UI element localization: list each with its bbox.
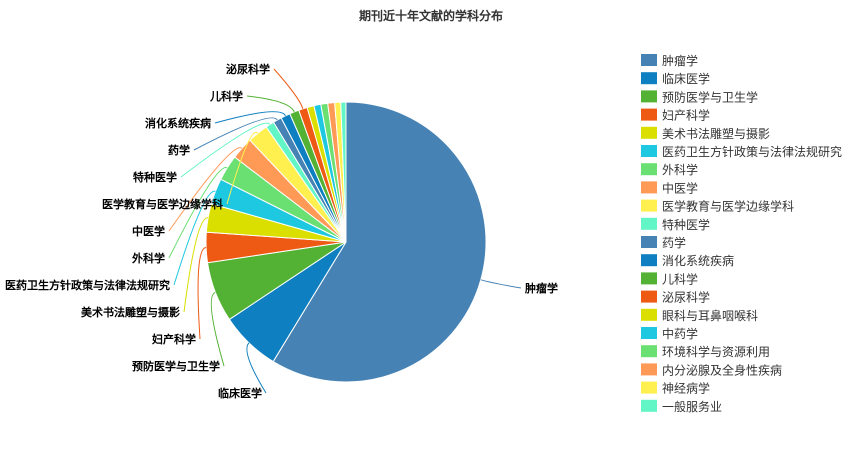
slice-5-leader-line	[183, 217, 209, 313]
slice-13-leader-line	[246, 95, 295, 113]
legend-swatch	[641, 54, 657, 66]
legend-swatch	[641, 308, 657, 321]
chart-title: 期刊近十年文献的学科分布	[359, 8, 503, 23]
slice-2-leader-line	[246, 342, 267, 394]
legend-label: 肿瘤学	[662, 53, 698, 68]
legend-label: 临床医学	[662, 71, 710, 86]
slice-14-leader-line	[273, 68, 304, 109]
legend-item-17[interactable]: 环境科学与资源利用	[641, 344, 770, 359]
legend-swatch	[641, 126, 657, 139]
slice-1-leader-line	[480, 279, 522, 289]
legend-swatch	[641, 254, 657, 267]
legend-label: 预防医学与卫生学	[662, 89, 758, 104]
slice-1-label: 肿瘤学	[525, 281, 558, 295]
legend-swatch	[641, 163, 657, 176]
legend-item-1[interactable]: 肿瘤学	[641, 53, 698, 68]
legend-label: 中医学	[662, 180, 698, 195]
pie-slices	[205, 101, 487, 383]
legend-label: 环境科学与资源利用	[662, 344, 770, 359]
legend-swatch	[641, 90, 657, 103]
legend-item-9[interactable]: 医学教育与医学边缘学科	[641, 199, 794, 214]
legend-label: 儿科学	[662, 271, 698, 286]
slice-13-label: 儿科学	[209, 89, 243, 103]
slice-2-label: 临床医学	[218, 386, 262, 400]
slice-10-label: 特种医学	[133, 170, 177, 184]
legend-label: 一般服务业	[662, 399, 722, 414]
slice-6-leader-line	[173, 190, 216, 286]
slice-1[interactable]	[272, 101, 487, 383]
slice-12-label: 消化系统疾病	[145, 116, 211, 130]
legend-swatch	[641, 199, 657, 212]
legend-item-3[interactable]: 预防医学与卫生学	[641, 89, 758, 104]
slice-10-leader-line	[180, 122, 271, 178]
legend-label: 妇产科学	[662, 108, 710, 123]
legend-swatch	[641, 72, 657, 85]
slice-9-leader-line	[226, 131, 259, 205]
legend-item-14[interactable]: 泌尿科学	[641, 290, 710, 305]
legend-swatch	[641, 236, 657, 248]
slice-7-label: 外科学	[131, 251, 165, 265]
legend-item-15[interactable]: 眼科与耳鼻咽喉科	[641, 308, 758, 323]
slice-4-label: 妇产科学	[151, 332, 196, 346]
legend-label: 医药卫生方针政策与法律法规研究	[662, 144, 842, 159]
legend-item-5[interactable]: 美术书法雕塑与摄影	[641, 126, 770, 141]
legend-item-12[interactable]: 消化系统疾病	[641, 253, 734, 268]
legend-label: 医学教育与医学边缘学科	[662, 199, 794, 214]
legend-label: 泌尿科学	[662, 290, 710, 305]
legend-item-16[interactable]: 中药学	[641, 326, 698, 341]
slice-14-label: 泌尿科学	[226, 62, 270, 76]
legend-item-10[interactable]: 特种医学	[641, 217, 710, 232]
legend-item-6[interactable]: 医药卫生方针政策与法律法规研究	[641, 144, 842, 159]
slice-5-label: 美术书法雕塑与摄影	[81, 305, 180, 319]
legend-label: 内分泌腺及全身性疾病	[662, 362, 782, 377]
legend[interactable]: 肿瘤学临床医学预防医学与卫生学妇产科学美术书法雕塑与摄影医药卫生方针政策与法律法…	[641, 53, 842, 414]
slice-12-leader-line	[214, 111, 286, 124]
legend-swatch	[641, 363, 657, 376]
legend-swatch	[641, 290, 657, 303]
slice-8-label: 中医学	[132, 224, 165, 238]
legend-label: 消化系统疾病	[662, 253, 734, 268]
legend-swatch	[641, 345, 657, 358]
legend-swatch	[641, 381, 657, 394]
legend-item-4[interactable]: 妇产科学	[641, 108, 710, 123]
legend-item-8[interactable]: 中医学	[641, 180, 698, 195]
legend-item-11[interactable]: 药学	[641, 235, 686, 250]
legend-swatch	[641, 145, 657, 157]
slice-8-leader-line	[168, 147, 243, 232]
legend-label: 神经病学	[662, 381, 710, 396]
legend-label: 特种医学	[662, 217, 710, 232]
legend-swatch	[641, 217, 657, 230]
legend-swatch	[641, 327, 657, 339]
legend-label: 眼科与耳鼻咽喉科	[662, 308, 758, 323]
legend-item-19[interactable]: 神经病学	[641, 381, 710, 396]
slice-7-leader-line	[168, 167, 228, 259]
slice-6-label: 医药卫生方针政策与法律法规研究	[5, 278, 170, 292]
legend-swatch	[641, 399, 657, 412]
legend-label: 外科学	[662, 162, 698, 177]
legend-swatch	[641, 108, 657, 121]
slice-11-label: 药学	[168, 143, 190, 157]
slice-20[interactable]	[340, 101, 347, 243]
slice-4-leader-line	[197, 247, 207, 340]
legend-label: 美术书法雕塑与摄影	[662, 126, 770, 141]
legend-item-2[interactable]: 临床医学	[641, 71, 710, 86]
legend-item-20[interactable]: 一般服务业	[641, 399, 722, 414]
slice-3-label: 预防医学与卫生学	[132, 359, 220, 373]
legend-swatch	[641, 181, 657, 194]
legend-swatch	[641, 272, 657, 285]
legend-item-13[interactable]: 儿科学	[641, 271, 698, 286]
legend-item-7[interactable]: 外科学	[641, 162, 698, 177]
legend-label: 中药学	[662, 326, 698, 341]
slice-11-leader-line	[193, 117, 278, 151]
slice-9-label: 医学教育与医学边缘学科	[102, 197, 223, 211]
legend-label: 药学	[662, 235, 686, 250]
legend-item-18[interactable]: 内分泌腺及全身性疾病	[641, 362, 782, 377]
slice-3-leader-line	[210, 291, 225, 367]
